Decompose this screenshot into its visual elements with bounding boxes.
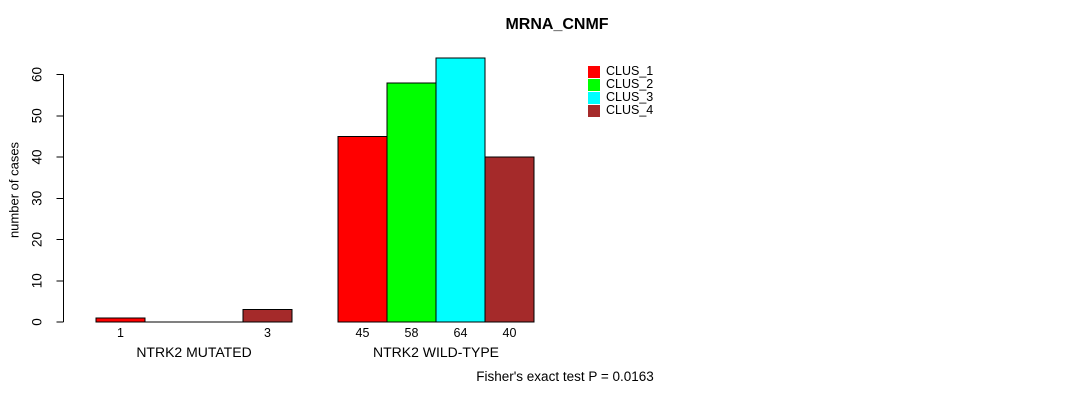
y-tick-label: 0 — [30, 318, 45, 326]
y-tick-label: 50 — [30, 108, 45, 123]
bar-clus_1 — [95, 317, 146, 323]
group-label: NTRK2 MUTATED — [136, 344, 251, 360]
legend-label: CLUS_1 — [606, 64, 654, 78]
legend: CLUS_1 CLUS_2 CLUS_3 CLUS_4 — [588, 65, 653, 117]
legend-item: CLUS_4 — [588, 104, 653, 117]
bar-value-label: 58 — [405, 326, 419, 340]
bar-value-label: 64 — [454, 326, 468, 340]
y-tick-label: 40 — [30, 149, 45, 164]
bar-clus_3 — [435, 57, 486, 323]
bar-value-label: 3 — [264, 326, 271, 340]
legend-item: CLUS_3 — [588, 91, 653, 104]
bar-clus_2 — [386, 82, 437, 323]
y-tick-label: 30 — [30, 191, 45, 206]
legend-label: CLUS_3 — [606, 90, 654, 104]
legend-swatch-icon — [588, 104, 600, 117]
legend-swatch-icon — [588, 65, 600, 78]
bar-clus_4 — [242, 309, 293, 323]
legend-item: CLUS_1 — [588, 65, 653, 78]
bar-clus_4 — [484, 156, 535, 323]
chart-title: MRNA_CNMF — [505, 16, 609, 33]
legend-swatch-icon — [588, 78, 600, 91]
legend-swatch-icon — [588, 91, 600, 104]
y-tick-label: 10 — [30, 273, 45, 288]
group-label: NTRK2 WILD-TYPE — [373, 344, 499, 360]
bar-value-label: 45 — [356, 326, 370, 340]
legend-label: CLUS_2 — [606, 77, 654, 91]
fisher-test-annotation: Fisher's exact test P = 0.0163 — [476, 369, 654, 384]
legend-item: CLUS_2 — [588, 78, 653, 91]
y-tick-label: 20 — [30, 232, 45, 247]
bar-value-label: 40 — [503, 326, 517, 340]
y-tick-label: 60 — [30, 67, 45, 82]
legend-label: CLUS_4 — [606, 103, 654, 117]
bar-clus_1 — [337, 135, 388, 323]
bar-value-label: 1 — [117, 326, 124, 340]
